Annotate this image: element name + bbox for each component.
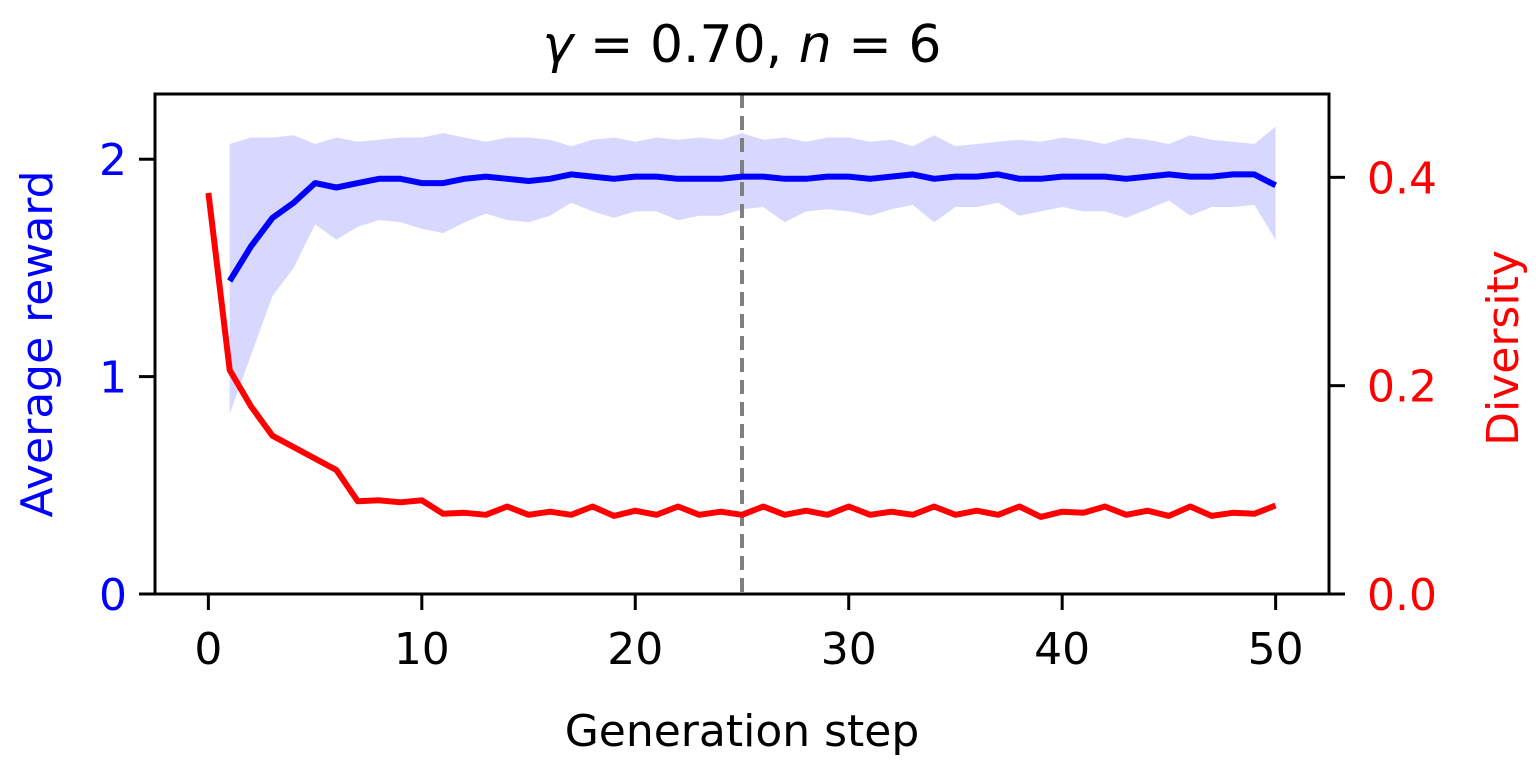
left-y-tick-label: 0 bbox=[99, 570, 127, 621]
chart-title: γ = 0.70, n = 6 bbox=[543, 15, 942, 75]
x-tick-label: 40 bbox=[1034, 624, 1090, 675]
title-n-symbol: n bbox=[799, 15, 832, 75]
average-reward-line bbox=[227, 171, 1277, 283]
x-axis-label: Generation step bbox=[565, 706, 920, 757]
right-y-tick-label: 0.2 bbox=[1367, 362, 1437, 413]
left-y-axis-label: Average reward bbox=[12, 170, 63, 517]
plot-area bbox=[205, 94, 1277, 594]
x-tick-label: 0 bbox=[194, 624, 222, 675]
tick-layer: 0 10 20 30 40 50 0 1 2 0.0 0.2 0.4 bbox=[99, 135, 1437, 675]
left-y-tick-label: 1 bbox=[99, 353, 127, 404]
title-n-value: = 6 bbox=[832, 15, 942, 75]
right-y-axis-label: Diversity bbox=[1478, 250, 1529, 446]
axes-frame bbox=[153, 92, 1331, 596]
x-tick-label: 20 bbox=[607, 624, 663, 675]
title-gamma-symbol: γ bbox=[543, 15, 577, 75]
right-y-tick-label: 0.4 bbox=[1367, 153, 1437, 204]
x-tick-label: 10 bbox=[394, 624, 450, 675]
x-tick-label: 30 bbox=[821, 624, 877, 675]
right-y-tick-label: 0.0 bbox=[1367, 570, 1437, 621]
title-gamma-value: = 0.70, bbox=[573, 15, 798, 75]
diversity-line bbox=[205, 192, 1277, 520]
reward-confidence-band bbox=[229, 126, 1276, 414]
left-y-tick-label: 2 bbox=[99, 135, 127, 186]
x-tick-label: 50 bbox=[1248, 624, 1304, 675]
